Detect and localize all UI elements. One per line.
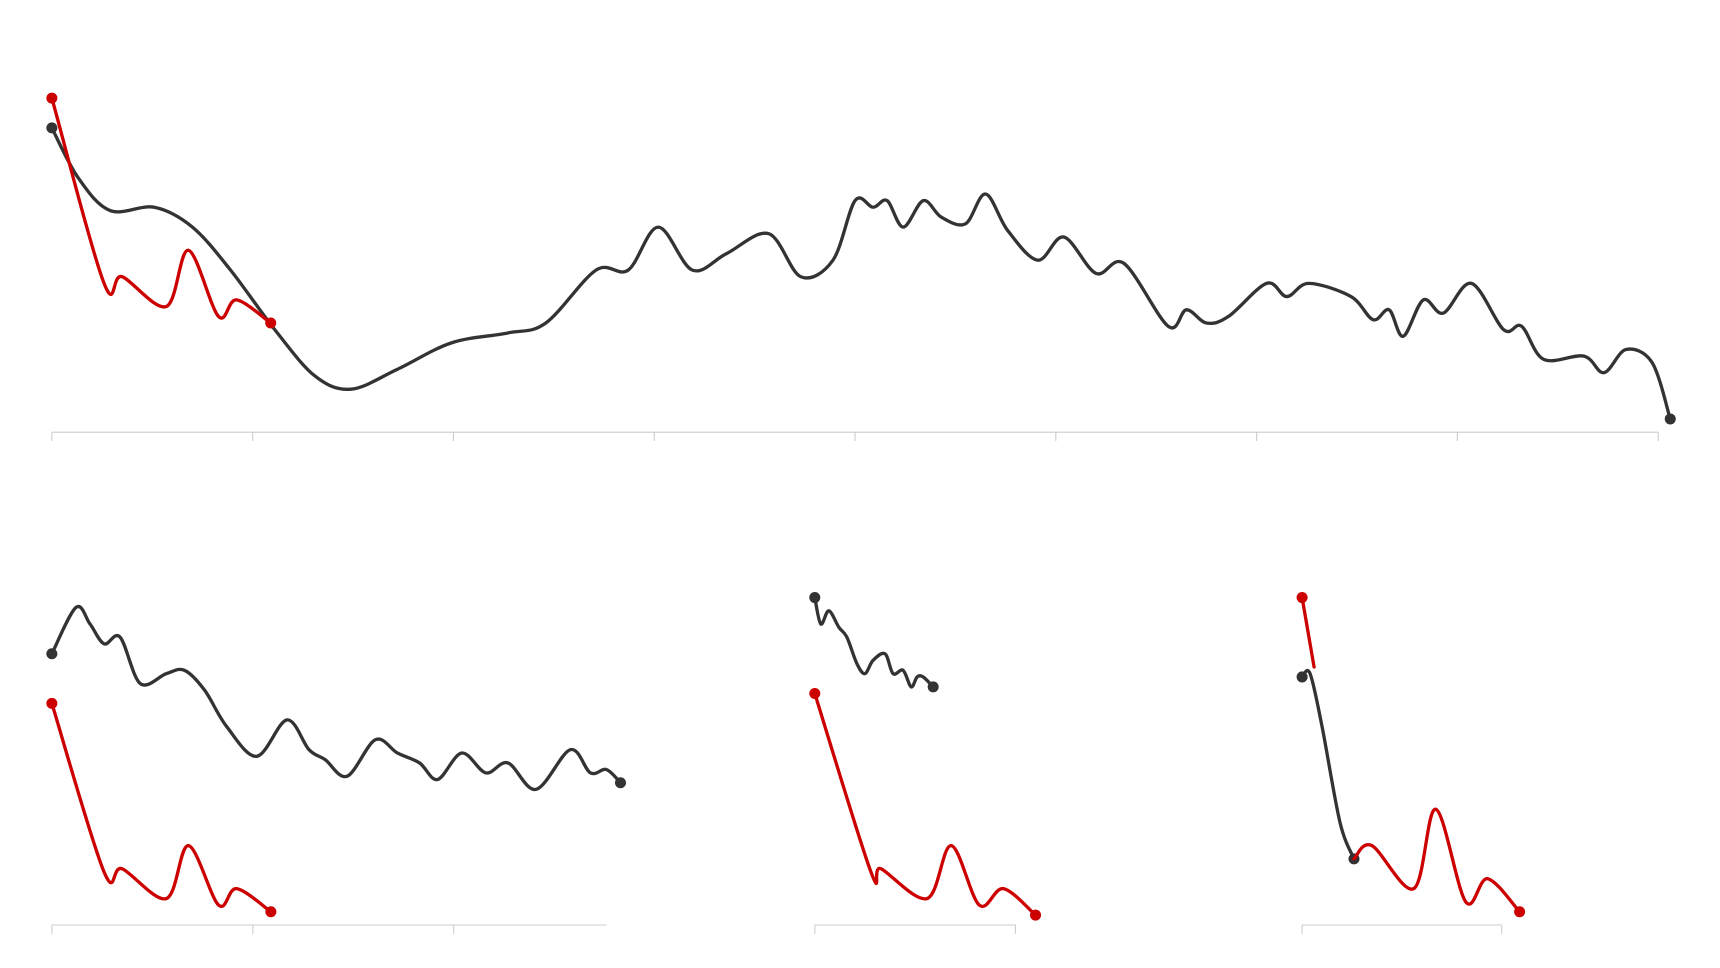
end-point <box>46 648 58 660</box>
end-point <box>265 906 277 918</box>
end-point <box>265 317 277 329</box>
line-series <box>1300 595 1522 914</box>
line-series <box>50 96 273 325</box>
line-series <box>50 126 1672 421</box>
end-point <box>46 122 58 134</box>
end-point <box>1514 906 1526 918</box>
end-point <box>46 92 58 104</box>
end-point <box>1296 671 1308 683</box>
line-series <box>813 691 1038 917</box>
end-point <box>614 777 627 789</box>
line-series <box>50 604 623 792</box>
end-point <box>1664 413 1676 425</box>
end-point <box>1030 909 1042 921</box>
end-point <box>46 697 58 709</box>
end-point <box>809 687 821 699</box>
end-point <box>927 681 939 693</box>
line-series <box>50 701 273 914</box>
line-series <box>813 595 935 689</box>
end-point <box>1296 592 1308 604</box>
end-point <box>809 592 821 604</box>
line-series <box>1300 668 1356 861</box>
